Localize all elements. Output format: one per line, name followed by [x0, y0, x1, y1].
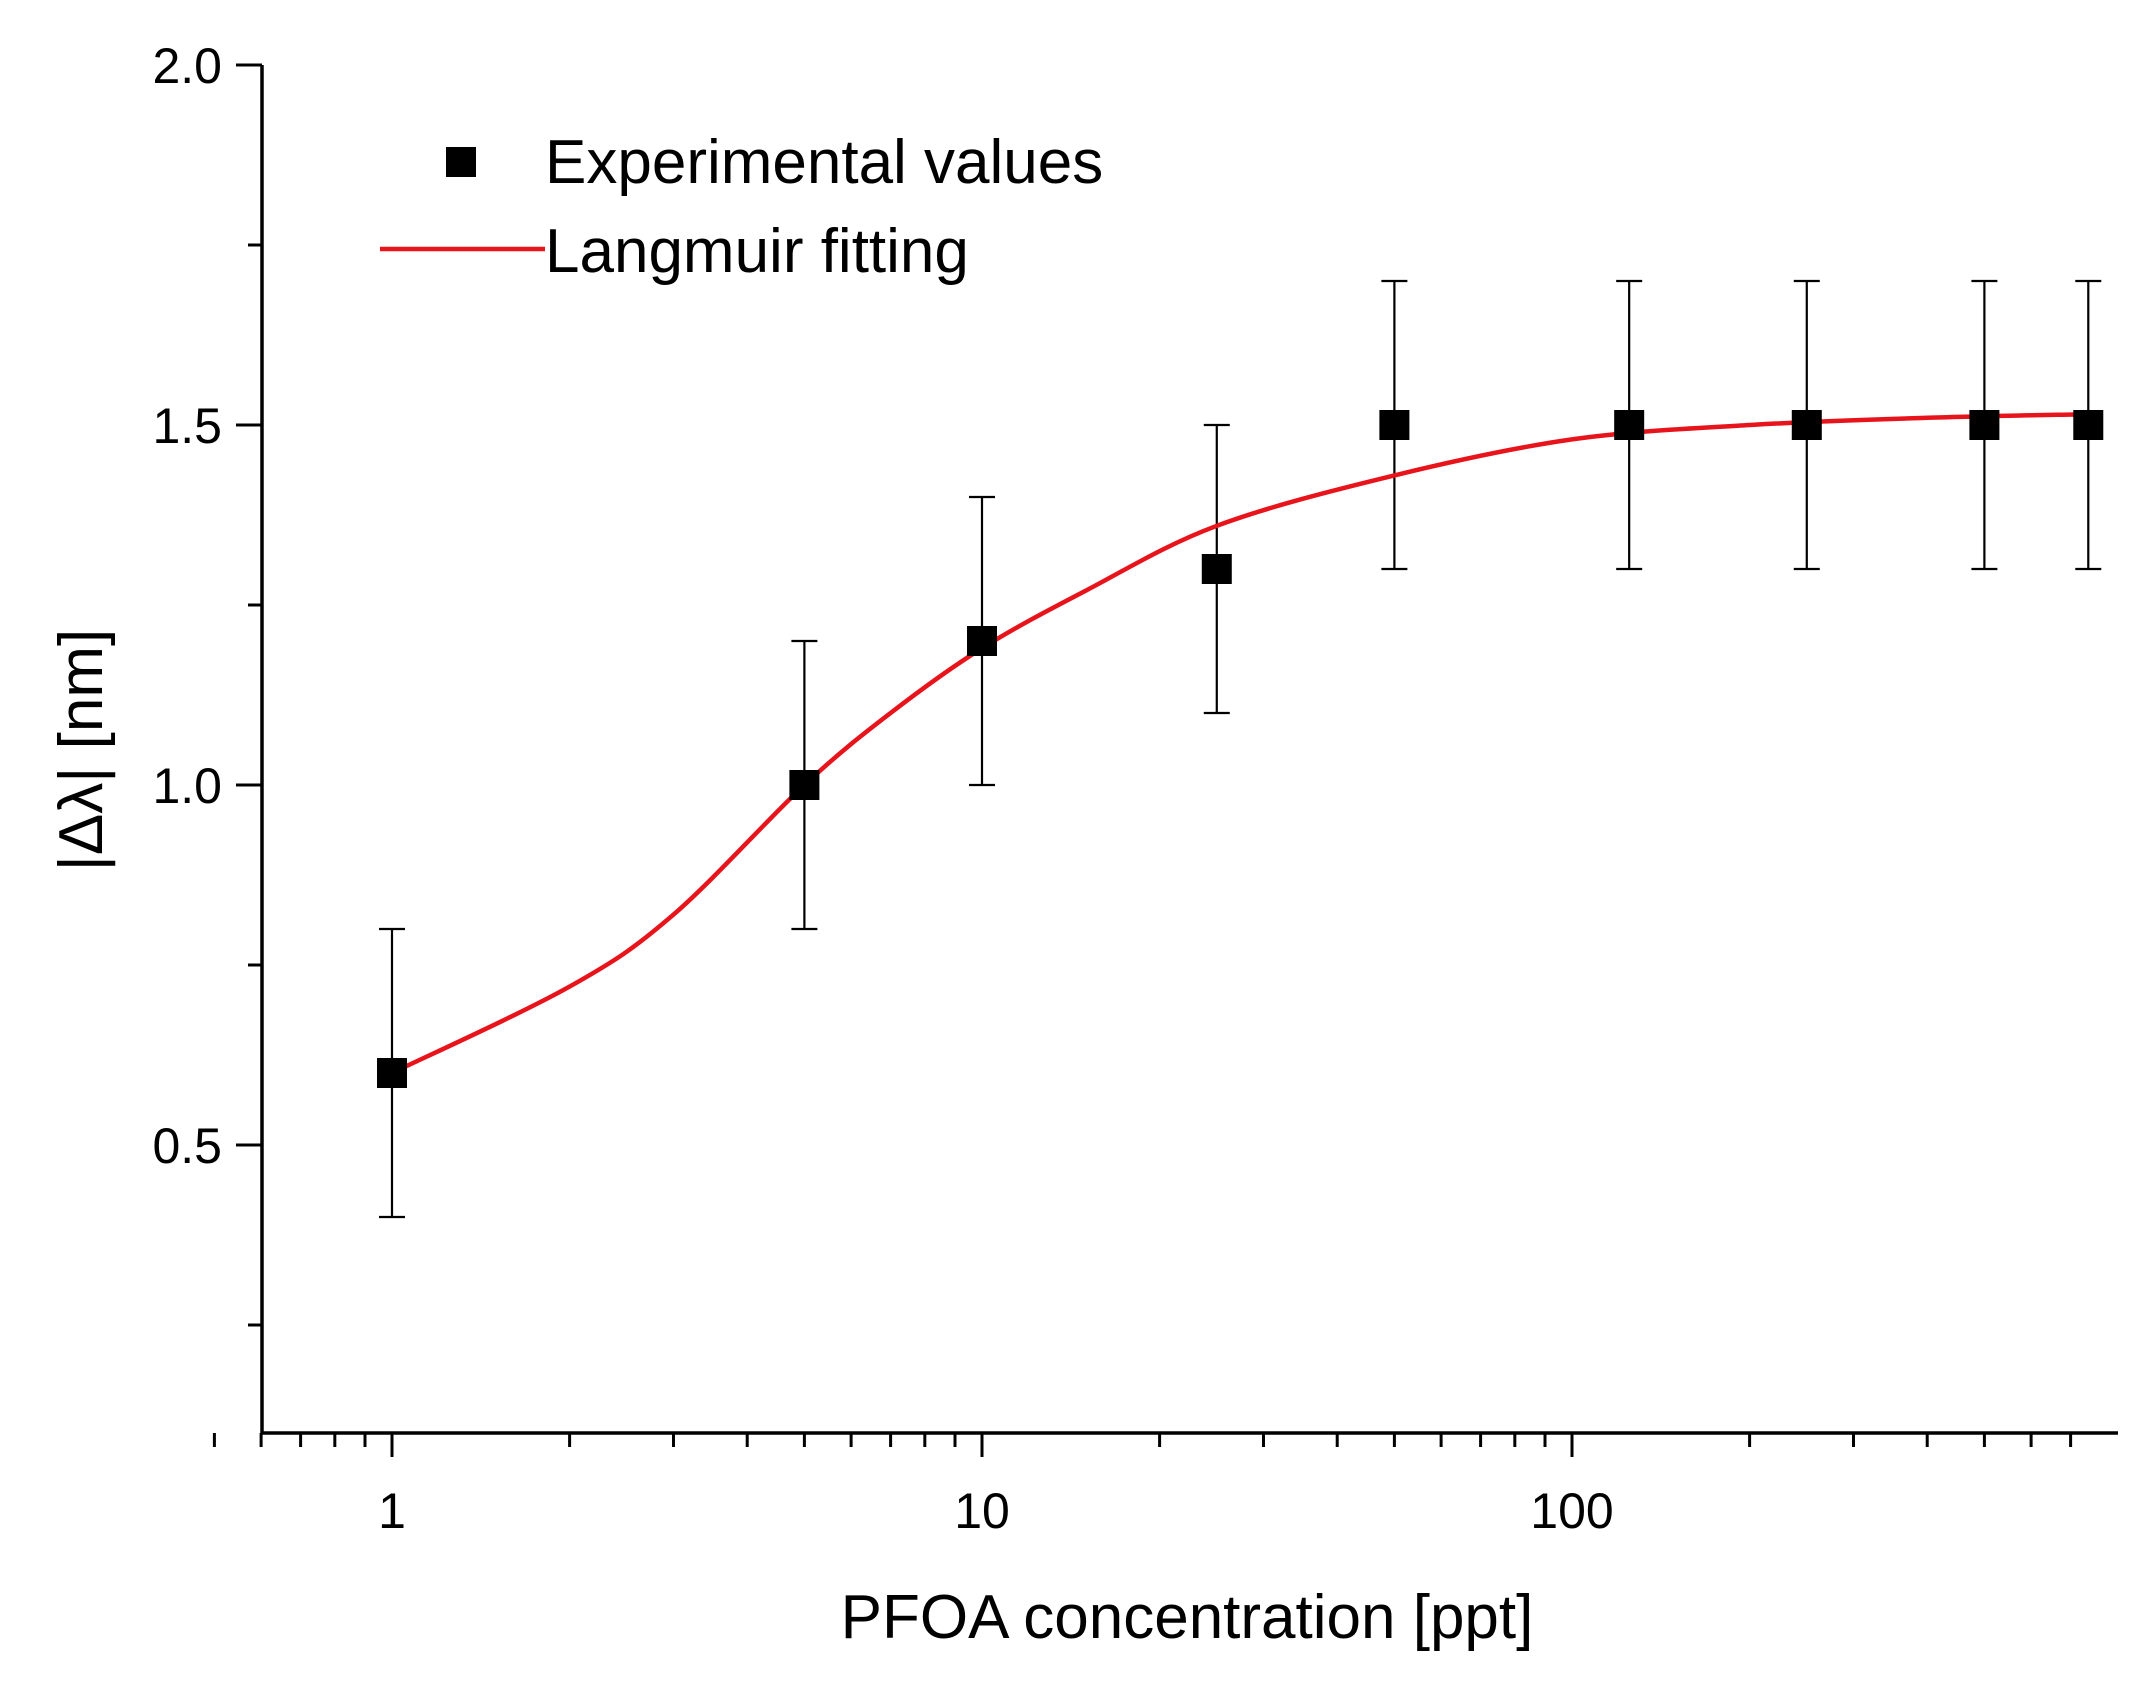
data-point [1791, 410, 1822, 440]
y-axis-title: |Δλ| [nm] [47, 629, 116, 871]
data-points [377, 410, 2104, 1088]
data-point [1379, 410, 1410, 440]
x-axis-title: PFOA concentration [ppt] [841, 1583, 1534, 1652]
data-point [377, 1058, 407, 1088]
data-point [967, 626, 997, 656]
y-tick-label: 2.0 [152, 38, 222, 94]
y-tick-label: 0.5 [152, 1118, 222, 1174]
legend-label-langmuir: Langmuir fitting [545, 217, 969, 286]
x-tick-label: 100 [1530, 1483, 1613, 1539]
plot-frame [260, 65, 2118, 1435]
langmuir-fit-line [391, 411, 2089, 1076]
data-point [1614, 410, 1645, 440]
y-ticks: 0.5 1.0 1.5 2.0 [152, 38, 262, 1327]
x-ticks: 1 10 100 [212, 1433, 2073, 1539]
legend: Experimental values Langmuir fitting [380, 128, 1103, 286]
x-tick-label: 1 [378, 1483, 406, 1539]
data-point [1201, 554, 1232, 584]
y-tick-label: 1.0 [152, 758, 222, 814]
x-tick-label: 10 [954, 1483, 1010, 1539]
y-tick-label: 1.5 [152, 398, 222, 454]
legend-label-experimental: Experimental values [545, 128, 1103, 197]
data-point [1969, 410, 2000, 440]
legend-marker-square [446, 147, 476, 177]
data-point [789, 770, 820, 800]
data-point [2073, 410, 2104, 440]
